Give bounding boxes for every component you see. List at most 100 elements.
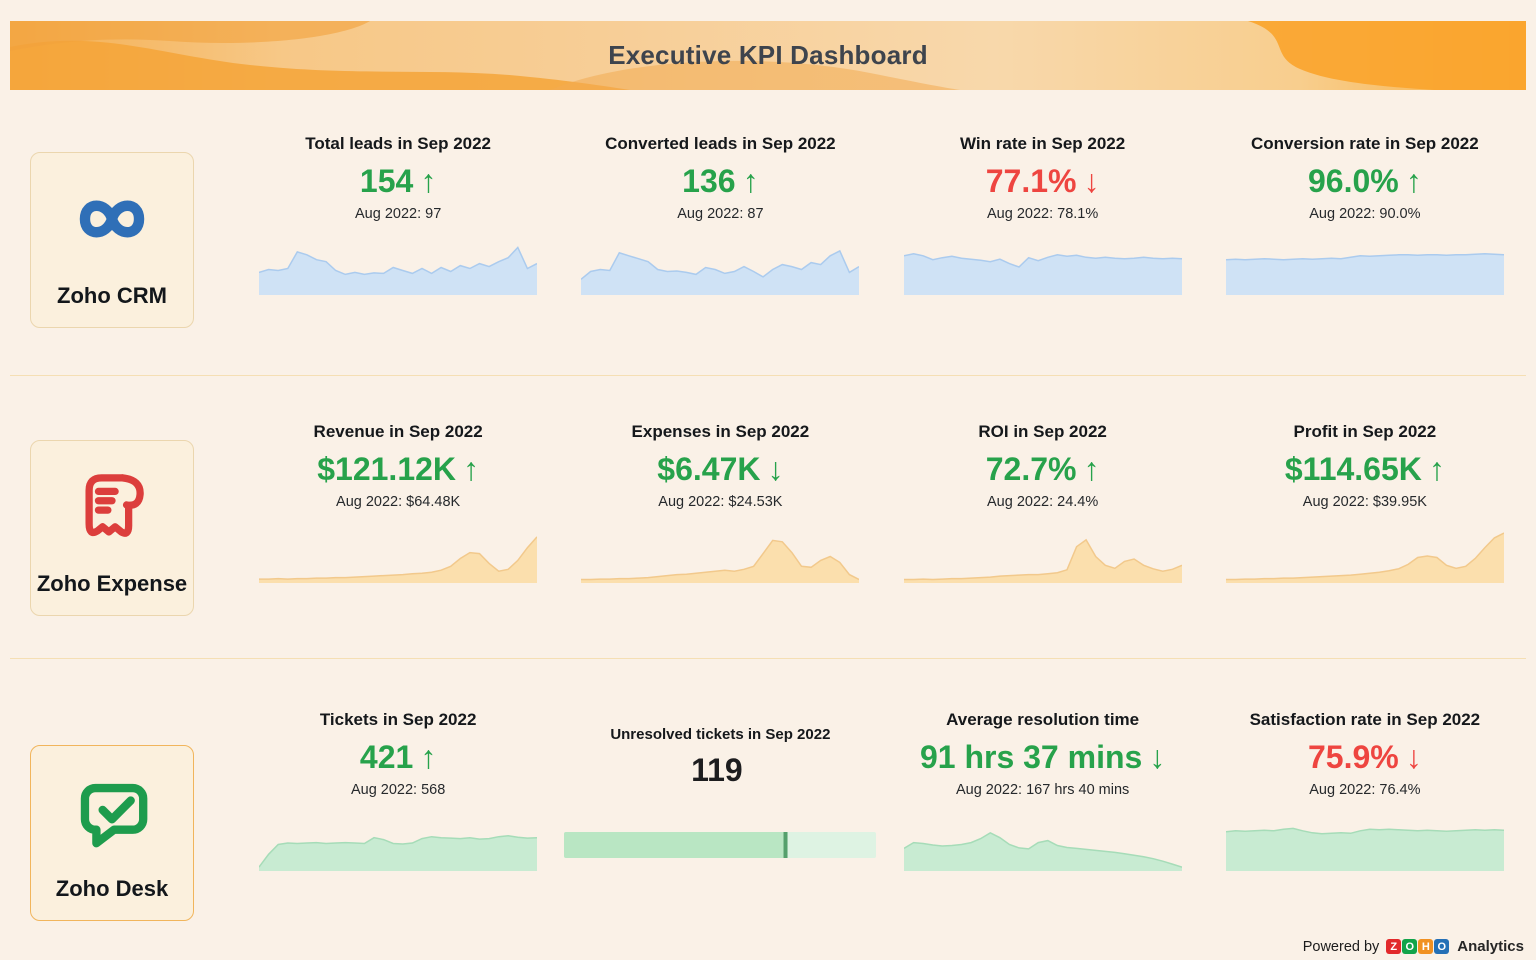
kpi-row-zoho-crm: Total leads in Sep 2022 154 ↑ Aug 2022: 9… [237,130,1526,342]
kpi-card-unresolved-tickets: Unresolved tickets in Sep 2022 119 [559,706,881,918]
powered-by-label: Powered by [1302,938,1380,955]
kpi-title: Win rate in Sep 2022 [960,134,1126,153]
kpi-value-text: 421 [359,739,414,775]
kpi-value-text: 91 hrs 37 mins [919,739,1143,775]
kpi-previous: Aug 2022: $64.48K [336,494,461,510]
sparkline-chart [259,246,538,295]
kpi-value-text: $114.65K [1284,451,1422,487]
kpi-previous: Aug 2022: 24.4% [986,494,1099,510]
kpi-value-text: 75.9% [1308,739,1399,775]
app-card-zoho-expense: Zoho Expense [30,440,194,616]
kpi-previous: Aug 2022: 78.1% [986,206,1099,222]
kpi-previous: Aug 2022: $39.95K [1302,494,1427,510]
footer-branding[interactable]: Powered by Z O H O Analytics [1303,938,1524,955]
kpi-card-conversion-rate: Conversion rate in Sep 2022 96.0% ↑ Aug 2… [1204,130,1526,342]
sparkline-chart [581,539,860,583]
kpi-card-average-resolution-time: Average resolution time 91 hrs 37 mins ↓ … [882,706,1204,918]
kpi-value: 72.7% ↑ [986,453,1100,485]
kpi-value: 421 ↑ [360,741,436,773]
kpi-title: Converted leads in Sep 2022 [605,134,836,153]
row-divider [10,375,1526,376]
kpi-previous: Aug 2022: $24.53K [658,494,783,510]
kpi-value: 75.9% ↓ [1308,741,1422,773]
kpi-value: $6.47K ↓ [657,453,783,485]
kpi-value-text: 96.0% [1308,163,1399,199]
kpi-value: 154 ↑ [360,165,436,197]
page-title: Executive KPI Dashboard [608,40,928,70]
sparkline-chart [1225,532,1504,583]
kpi-value-text: 136 [682,163,736,199]
sparkline-chart [1225,253,1504,295]
kpi-previous: Aug 2022: 76.4% [1309,782,1421,798]
trend-up-icon: ↑ [1083,451,1100,487]
kpi-card-revenue: Revenue in Sep 2022 $121.12K ↑ Aug 2022: … [237,418,559,630]
trend-up-icon: ↑ [742,163,759,199]
kpi-card-satisfaction-rate: Satisfaction rate in Sep 2022 75.9% ↓ Aug… [1204,706,1526,918]
trend-up-icon: ↑ [1405,163,1422,199]
kpi-value: 136 ↑ [682,165,758,197]
kpi-card-roi: ROI in Sep 2022 72.7% ↑ Aug 2022: 24.4% [882,418,1204,630]
trend-up-icon: ↑ [1428,451,1445,487]
trend-down-icon: ↓ [1149,739,1166,775]
trend-down-icon: ↓ [1083,163,1100,199]
zoho-logo-letter-z: Z [1386,939,1402,954]
kpi-value: 119 [691,754,750,786]
zoho-logo: Z O H O [1386,939,1450,954]
kpi-title: Satisfaction rate in Sep 2022 [1249,710,1481,729]
app-card-zoho-desk: Zoho Desk [30,745,194,921]
trend-down-icon: ↓ [1405,739,1422,775]
kpi-title: Expenses in Sep 2022 [631,422,810,441]
kpi-value-text: 72.7% [985,451,1077,487]
kpi-card-expenses: Expenses in Sep 2022 $6.47K ↓ Aug 2022: $… [559,418,881,630]
kpi-title: ROI in Sep 2022 [978,422,1107,441]
kpi-value-text: $6.47K [657,451,761,487]
kpi-previous: Aug 2022: 87 [677,206,764,222]
kpi-title: Conversion rate in Sep 2022 [1251,134,1479,153]
trend-down-icon: ↓ [767,451,784,487]
sparkline-chart [1225,827,1504,871]
zoho-logo-letter-h: H [1418,939,1434,954]
kpi-card-tickets: Tickets in Sep 2022 421 ↑ Aug 2022: 568 [237,706,559,918]
kpi-previous: Aug 2022: 568 [350,782,446,798]
sparkline-chart [259,536,538,583]
sparkline-chart [581,249,860,295]
kpi-value-text: $121.12K [317,451,457,487]
app-card-zoho-crm: Zoho CRM [30,152,194,328]
kpi-value-text: 77.1% [985,163,1077,199]
kpi-value: $114.65K ↑ [1285,453,1445,485]
kpi-value: 91 hrs 37 mins ↓ [920,741,1165,773]
kpi-previous: Aug 2022: 167 hrs 40 mins [955,782,1130,798]
kpi-value-text: 119 [691,752,743,788]
kpi-value-text: 154 [359,163,414,199]
kpi-row-zoho-expense: Revenue in Sep 2022 $121.12K ↑ Aug 2022: … [237,418,1526,630]
kpi-title: Average resolution time [946,710,1140,729]
kpi-title: Tickets in Sep 2022 [319,710,477,729]
row-divider [10,658,1526,659]
kpi-value: 77.1% ↓ [986,165,1100,197]
kpi-row-zoho-desk: Tickets in Sep 2022 421 ↑ Aug 2022: 568 U… [237,706,1526,918]
trend-up-icon: ↑ [420,739,437,775]
zoho-expense-icon [85,474,144,537]
trend-up-icon: ↑ [420,163,437,199]
zoho-logo-letter-o1: O [1402,939,1418,954]
sparkline-chart [903,831,1182,871]
kpi-previous: Aug 2022: 97 [354,206,442,222]
banner-wave-decoration [10,21,1526,90]
kpi-title: Unresolved tickets in Sep 2022 [610,726,831,743]
analytics-brand-label: Analytics [1457,938,1524,955]
kpi-previous: Aug 2022: 90.0% [1309,206,1421,222]
sparkline-chart [903,253,1182,295]
zoho-desk-icon [80,783,148,848]
header-banner: Executive KPI Dashboard [10,21,1526,90]
kpi-value: $121.12K ↑ [317,453,479,485]
kpi-title: Total leads in Sep 2022 [305,134,492,153]
app-label: Zoho Expense [36,571,188,596]
kpi-title: Revenue in Sep 2022 [313,422,483,441]
sparkline-chart [903,538,1182,583]
zoho-logo-letter-o2: O [1434,939,1450,954]
kpi-card-converted-leads: Converted leads in Sep 2022 136 ↑ Aug 202… [559,130,881,342]
sparkline-chart [259,834,538,871]
app-label: Zoho Desk [55,876,169,901]
kpi-card-total-leads: Total leads in Sep 2022 154 ↑ Aug 2022: 9… [237,130,559,342]
